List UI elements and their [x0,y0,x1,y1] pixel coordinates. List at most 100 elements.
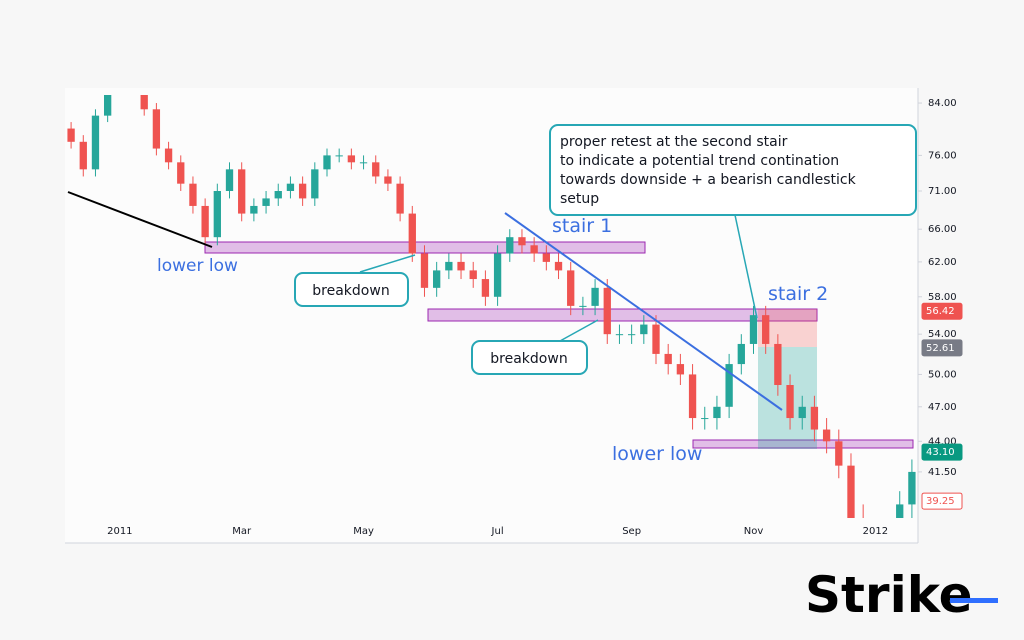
stair-label: stair 2 [768,283,828,305]
price-badge-label: 56.42 [926,306,955,317]
x-tick-label: Mar [232,526,252,537]
candle-body [384,176,392,184]
y-tick-label: 44.00 [928,436,957,447]
candle-body [164,148,173,163]
candle-body [445,261,453,271]
candle-body [347,155,356,163]
callout-text: proper retest at the second stair [560,134,788,150]
x-tick-label: Nov [744,526,764,537]
candle-body [542,253,550,262]
candle-body [774,343,782,386]
y-tick-label: 71.00 [928,186,957,197]
candle-body [530,245,538,254]
price-badge-label: 43.10 [926,447,955,458]
x-tick-label: 2012 [863,526,888,537]
candle-body [676,364,685,375]
resistance-zone [427,308,818,322]
y-tick-label: 58.00 [928,292,957,303]
candle-body [189,183,197,206]
callout-pointer [559,319,599,342]
x-tick-label: 2011 [107,526,132,537]
candle-body [396,183,404,214]
candle-body [701,418,709,420]
y-tick-label: 41.50 [928,467,957,478]
price-badge-label: 39.25 [926,496,955,507]
x-tick-label: Jul [491,526,504,537]
candle-body [762,315,770,344]
candle-body [79,141,87,170]
candle-body [311,169,319,199]
candle-body [896,504,904,518]
y-tick-label: 50.00 [928,369,957,380]
candle-body [725,364,733,407]
candle-body [652,324,660,354]
candle-body [359,162,368,164]
candle-body [91,115,100,170]
candle-body [835,441,843,466]
x-tick-label: Sep [622,526,641,537]
candle-body [481,279,490,297]
annotations: proper retest at the second stair to ind… [67,124,917,465]
candle-body [737,343,745,365]
candle-body [408,213,416,254]
y-tick-label: 76.00 [928,150,957,161]
candle-body [603,287,611,335]
candle-body [67,128,75,142]
candle-body [847,465,855,518]
candle-body [749,315,758,344]
candle-body [225,169,234,191]
callout-box [549,124,917,216]
callout-pointer [734,214,758,319]
candle-body [579,305,587,307]
candle-body [506,237,514,254]
y-tick-label: 66.00 [928,224,957,235]
trend-line [504,212,783,411]
candle-body [177,162,185,184]
candle-body [518,237,526,246]
candle-body [201,205,209,238]
breakdown-label: breakdown [490,351,567,367]
callout-text: towards downside + a bearish candlestick [560,172,857,188]
candle-body [323,155,331,170]
candle-body [713,406,721,419]
callout-text: setup [560,191,599,207]
breakdown-label: breakdown [312,283,389,299]
candle-body [591,287,599,306]
price-badge [921,302,963,320]
candle-body [152,109,161,149]
candle-body [640,324,648,335]
candle-body [103,95,112,116]
candle-body [433,270,441,288]
price-badge [921,443,963,461]
candle-body [627,334,636,336]
low-zone [692,439,914,449]
callout-pointer [359,254,416,273]
candle-body [688,374,697,419]
price-badge-label: 52.61 [926,343,955,354]
candle-body [140,95,148,110]
candle-body [274,190,282,199]
candle-body [286,183,295,191]
y-tick-label: 54.00 [928,329,957,340]
brand-logo: Strike [805,566,973,624]
candle-body [493,253,502,297]
candle-body [469,270,477,280]
candle-body [298,183,307,199]
stair-label: stair 1 [552,215,612,237]
lower-low-label: lower low [612,443,702,465]
candle-body [810,406,819,430]
trend-line [67,191,213,248]
price-badge [921,492,963,510]
price-badge [921,339,963,357]
y-tick-label: 62.00 [928,257,957,268]
candle-body [554,261,563,271]
candle-body [567,270,575,306]
support-zone [204,241,646,254]
y-tick-label: 47.00 [928,402,957,413]
candle-body [250,205,258,214]
candle-body [664,353,672,365]
candle-body [238,169,246,214]
candle-body [420,253,429,288]
callout-text: to indicate a potential trend continatio… [560,153,839,169]
